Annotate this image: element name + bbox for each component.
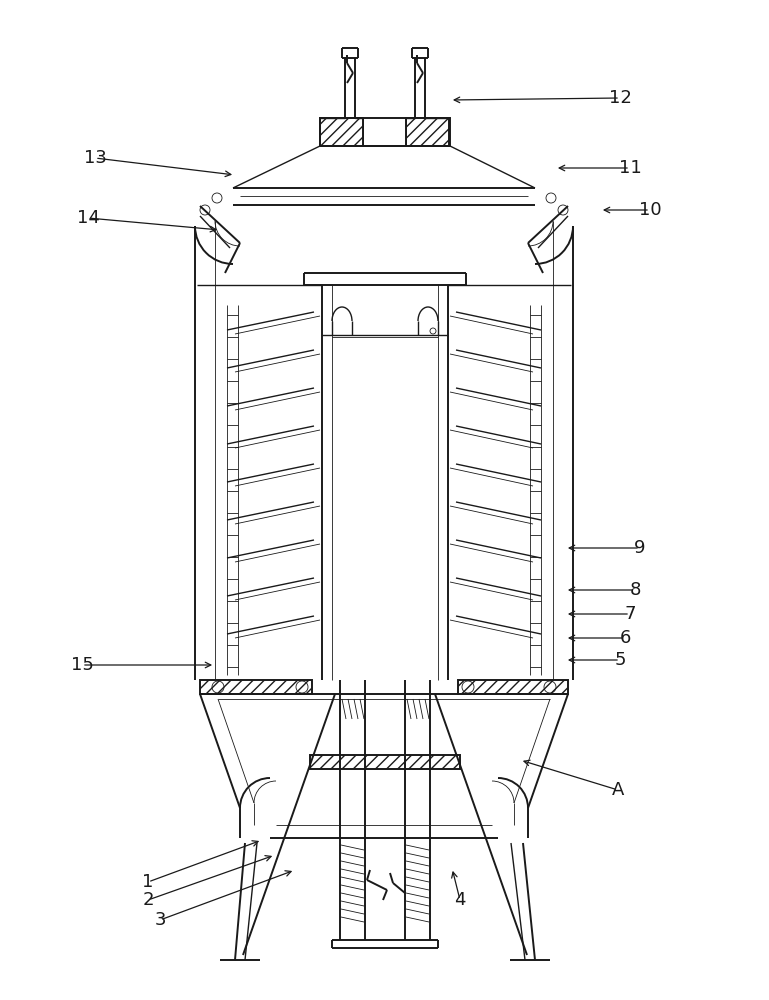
Bar xyxy=(320,118,450,146)
Bar xyxy=(310,755,460,769)
Text: 1: 1 xyxy=(142,873,154,891)
Bar xyxy=(320,118,363,146)
Text: 8: 8 xyxy=(629,581,641,599)
Text: 10: 10 xyxy=(639,201,661,219)
Text: 13: 13 xyxy=(84,149,106,167)
Bar xyxy=(406,118,449,146)
Text: 15: 15 xyxy=(71,656,94,674)
Text: 2: 2 xyxy=(142,891,154,909)
Bar xyxy=(200,680,312,694)
Text: A: A xyxy=(612,781,624,799)
Text: 7: 7 xyxy=(624,605,636,623)
Bar xyxy=(458,680,568,694)
Text: 3: 3 xyxy=(155,911,166,929)
Text: 9: 9 xyxy=(634,539,646,557)
Text: 5: 5 xyxy=(614,651,626,669)
Text: 12: 12 xyxy=(608,89,631,107)
Text: 6: 6 xyxy=(619,629,631,647)
Text: 11: 11 xyxy=(618,159,641,177)
Text: 14: 14 xyxy=(77,209,99,227)
Text: 4: 4 xyxy=(454,891,466,909)
